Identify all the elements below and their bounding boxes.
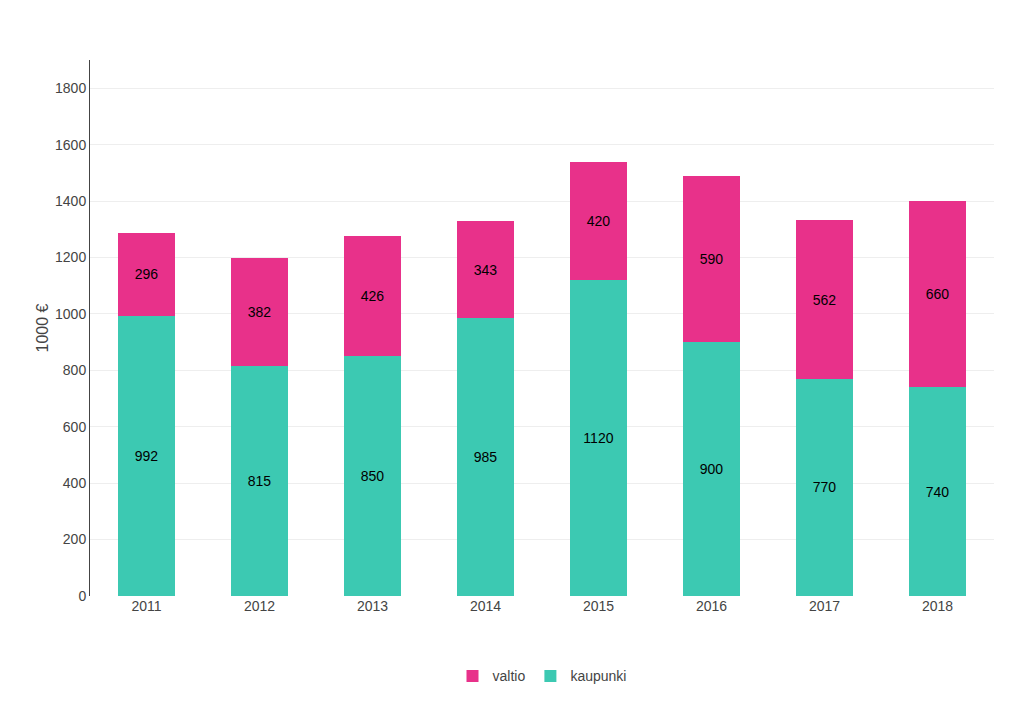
- svg-text:2013: 2013: [357, 598, 388, 614]
- svg-text:2016: 2016: [696, 598, 727, 614]
- svg-text:2015: 2015: [583, 598, 614, 614]
- svg-text:600: 600: [63, 419, 87, 435]
- svg-text:kaupunki: kaupunki: [570, 668, 626, 684]
- svg-text:770: 770: [813, 479, 837, 495]
- svg-text:740: 740: [926, 484, 950, 500]
- svg-text:1200: 1200: [55, 249, 86, 265]
- svg-text:0: 0: [78, 588, 86, 604]
- svg-text:1400: 1400: [55, 193, 86, 209]
- svg-text:2014: 2014: [470, 598, 501, 614]
- svg-text:660: 660: [926, 286, 950, 302]
- svg-text:200: 200: [63, 531, 87, 547]
- svg-text:382: 382: [248, 304, 272, 320]
- svg-text:426: 426: [361, 288, 385, 304]
- svg-text:1600: 1600: [55, 137, 86, 153]
- svg-text:2011: 2011: [131, 598, 161, 614]
- svg-text:2018: 2018: [922, 598, 953, 614]
- svg-text:2012: 2012: [244, 598, 275, 614]
- svg-text:343: 343: [474, 262, 498, 278]
- svg-text:1800: 1800: [55, 80, 86, 96]
- svg-text:400: 400: [63, 475, 87, 491]
- svg-text:420: 420: [587, 213, 611, 229]
- svg-text:985: 985: [474, 449, 498, 465]
- svg-text:valtio: valtio: [493, 668, 526, 684]
- svg-text:1000 €: 1000 €: [34, 303, 51, 352]
- svg-text:815: 815: [248, 473, 272, 489]
- svg-text:800: 800: [63, 362, 87, 378]
- svg-text:2017: 2017: [809, 598, 840, 614]
- svg-text:1120: 1120: [583, 430, 613, 446]
- svg-text:900: 900: [700, 461, 724, 477]
- svg-text:296: 296: [135, 266, 159, 282]
- svg-text:850: 850: [361, 468, 385, 484]
- svg-text:1000: 1000: [55, 306, 86, 322]
- svg-text:562: 562: [813, 292, 837, 308]
- svg-text:590: 590: [700, 251, 724, 267]
- svg-text:992: 992: [135, 448, 159, 464]
